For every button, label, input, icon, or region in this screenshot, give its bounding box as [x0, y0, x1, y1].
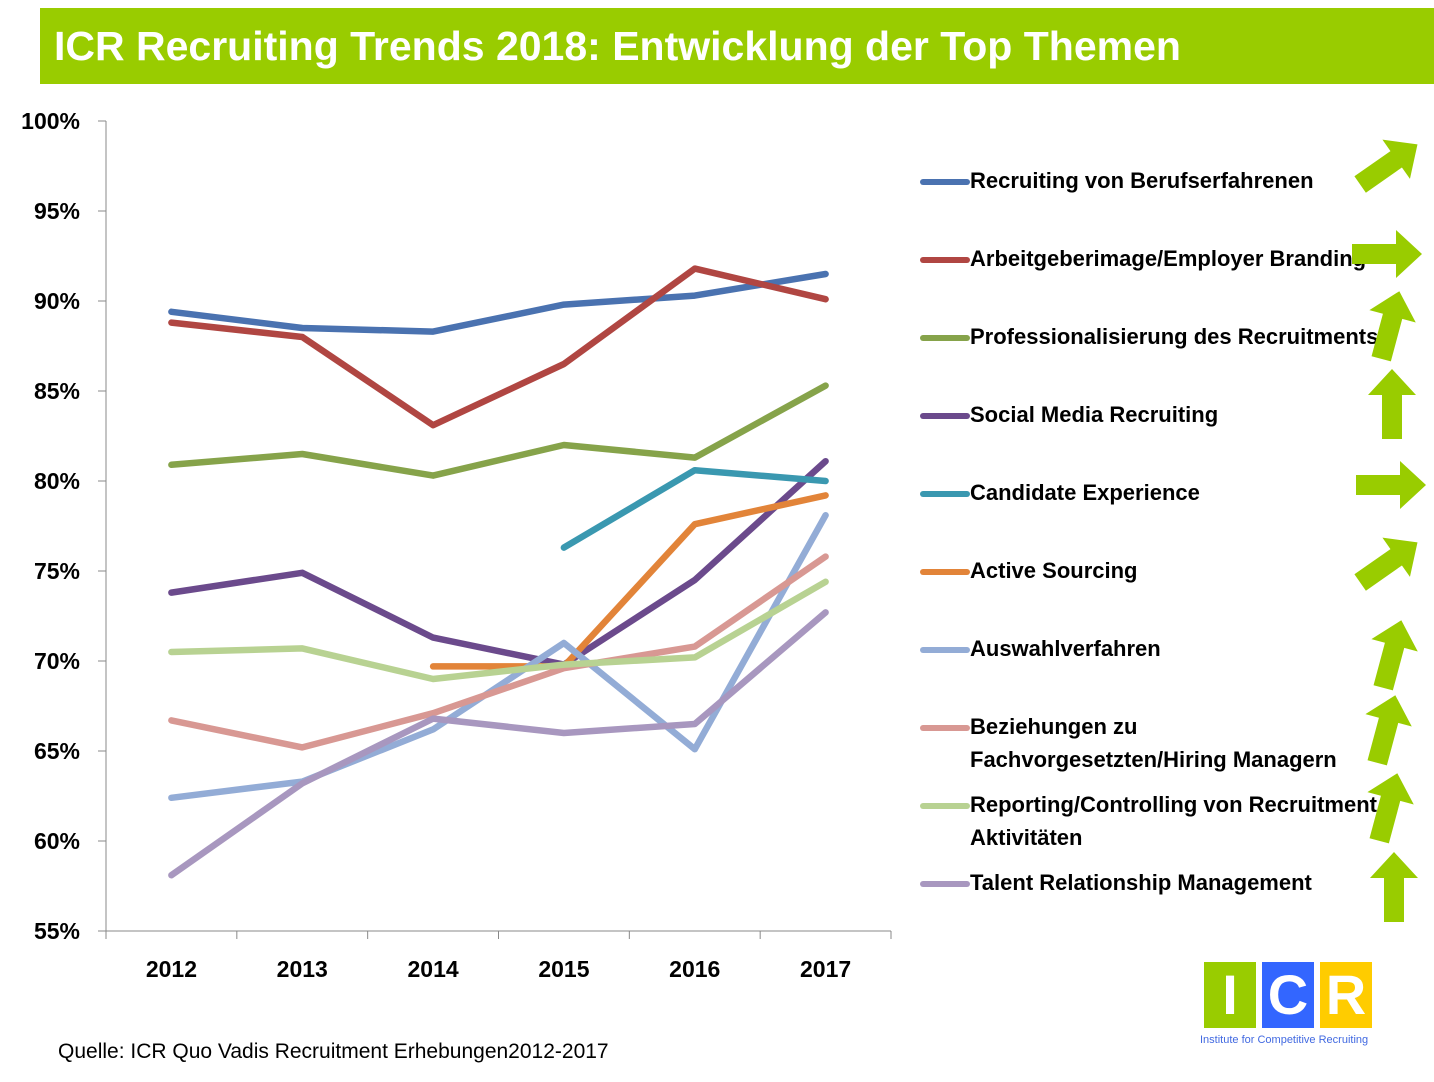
series-line-9: [168, 578, 829, 683]
legend-swatch: [920, 491, 970, 497]
x-tick-label: 2012: [146, 956, 197, 982]
arrow-icon: [1354, 537, 1418, 591]
legend-item: Reporting/Controlling von Recruitment Ak…: [920, 787, 1380, 850]
series-line-2: [168, 265, 829, 429]
arrow-icon: [1371, 620, 1418, 691]
arrow-icon: [1354, 139, 1418, 193]
y-tick-label: 85%: [34, 378, 80, 404]
logo-letter-c: C: [1262, 962, 1314, 1028]
trend-arrow-icon: [1352, 365, 1432, 445]
trend-arrow-icon: [1352, 615, 1432, 695]
legend-label: Talent Relationship Management: [970, 870, 1312, 895]
legend-item: Social Media Recruiting: [920, 397, 1380, 457]
trend-arrow-icon: [1348, 768, 1428, 848]
legend-swatch: [920, 257, 970, 263]
x-tick-label: 2015: [538, 956, 589, 982]
y-tick-label: 95%: [34, 198, 80, 224]
y-tick-label: 65%: [34, 738, 80, 764]
legend-item: Professionalisierung des Recruitments: [920, 319, 1380, 379]
series-line-4: [168, 457, 829, 668]
legend-label: Auswahlverfahren: [970, 636, 1161, 661]
legend-item: Recruiting von Berufserfahrenen: [920, 163, 1380, 223]
arrow-icon: [1369, 291, 1416, 362]
legend-label: Candidate Experience: [970, 480, 1200, 505]
arrow-shape: [1368, 369, 1416, 439]
title-bar: ICR Recruiting Trends 2018: Entwicklung …: [40, 8, 1434, 84]
trend-arrow-icon: [1354, 848, 1434, 928]
legend-item: Auswahlverfahren: [920, 631, 1380, 691]
legend-swatch: [920, 413, 970, 419]
series-line-5: [560, 466, 829, 551]
trend-arrow-icon: [1346, 214, 1426, 294]
series-line-1: [168, 270, 829, 335]
arrow-shape: [1369, 291, 1416, 362]
chart-title: ICR Recruiting Trends 2018: Entwicklung …: [54, 23, 1181, 69]
y-tick-label: 90%: [34, 288, 80, 314]
arrow-icon: [1365, 695, 1412, 766]
x-tick-label: 2016: [669, 956, 720, 982]
legend-item: Candidate Experience: [920, 475, 1380, 535]
y-tick-label: 70%: [34, 648, 80, 674]
legend-swatch: [920, 569, 970, 575]
legend-swatch: [920, 725, 970, 731]
series-line-7: [168, 511, 829, 802]
arrow-shape: [1354, 139, 1418, 193]
series-line-10: [168, 609, 829, 879]
axes: 55% 60% 65% 70% 75% 80% 85% 90% 95% 100% 2012 2013 2…: [21, 108, 892, 982]
x-tick-label: 2014: [407, 956, 458, 982]
legend-swatch: [920, 803, 970, 809]
legend-label: Beziehungen zu Fachvorgesetzten/Hiring M…: [970, 714, 1337, 772]
legend-item: Talent Relationship Management: [920, 865, 1380, 925]
series-line-6: [429, 492, 829, 670]
legend-swatch: [920, 881, 970, 887]
arrow-shape: [1370, 852, 1418, 922]
arrow-shape: [1352, 230, 1422, 278]
series-lines: [168, 265, 829, 879]
y-tick-label: 75%: [34, 558, 80, 584]
trend-arrow-icon: [1348, 523, 1428, 603]
arrow-icon: [1352, 230, 1422, 278]
source-note: Quelle: ICR Quo Vadis Recruitment Erhebu…: [58, 1040, 609, 1063]
series-line-8: [168, 553, 829, 751]
y-tick-label: 60%: [34, 828, 80, 854]
arrow-shape: [1356, 461, 1426, 509]
logo-letter-i: I: [1204, 962, 1256, 1028]
legend-label: Social Media Recruiting: [970, 402, 1219, 427]
legend-swatch: [920, 647, 970, 653]
legend-label: Active Sourcing: [970, 558, 1138, 583]
x-tick-label: 2017: [800, 956, 851, 982]
arrow-shape: [1354, 537, 1418, 591]
legend-label: Professionalisierung des Recruitments: [970, 324, 1379, 349]
y-tick-label: 55%: [34, 918, 80, 944]
legend-item: Arbeitgeberimage/Employer Branding: [920, 241, 1380, 301]
y-tick-label: 100%: [21, 108, 80, 134]
x-tick-label: 2013: [277, 956, 328, 982]
legend-label: Recruiting von Berufserfahrenen: [970, 168, 1314, 193]
y-tick-label: 80%: [34, 468, 80, 494]
arrow-icon: [1370, 852, 1418, 922]
legend-item: Active Sourcing: [920, 553, 1380, 613]
trend-arrow-icon: [1348, 125, 1428, 205]
legend-swatch: [920, 179, 970, 185]
logo-subtitle: Institute for Competitive Recruiting: [1200, 1034, 1369, 1046]
legend-item: Beziehungen zu Fachvorgesetzten/Hiring M…: [920, 709, 1380, 772]
arrow-icon: [1367, 773, 1414, 844]
legend-label: Reporting/Controlling von Recruitment Ak…: [970, 792, 1377, 850]
arrow-icon: [1356, 461, 1426, 509]
series-line-3: [168, 382, 829, 479]
arrow-shape: [1365, 695, 1412, 766]
trend-arrow-icon: [1346, 690, 1426, 770]
legend-swatch: [920, 335, 970, 341]
arrow-shape: [1367, 773, 1414, 844]
logo-letter-r: R: [1320, 962, 1372, 1028]
arrow-shape: [1371, 620, 1418, 691]
icr-logo: I C R Institute for Competitive Recruiti…: [1200, 962, 1380, 1052]
trend-arrow-icon: [1350, 445, 1430, 525]
arrow-icon: [1368, 369, 1416, 439]
trend-arrow-icon: [1350, 286, 1430, 366]
legend-label: Arbeitgeberimage/Employer Branding: [970, 246, 1367, 271]
